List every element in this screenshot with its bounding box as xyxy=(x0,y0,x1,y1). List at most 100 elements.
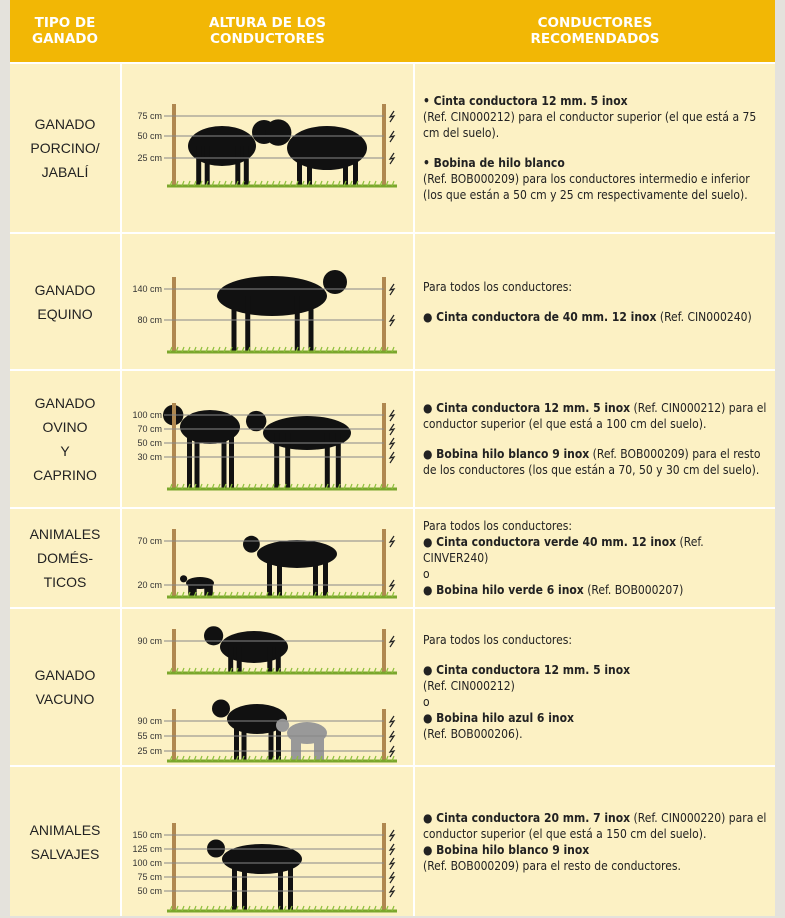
grass xyxy=(379,667,383,674)
grass xyxy=(247,180,251,187)
grass xyxy=(241,180,245,187)
grass xyxy=(313,755,317,762)
grass xyxy=(331,346,335,353)
grass xyxy=(289,755,293,762)
animal-leg xyxy=(296,733,301,761)
bold-text: ● Cinta conductora 20 mm. 7 inox xyxy=(423,810,631,825)
grass xyxy=(217,591,221,598)
text: Para todos los conductores: xyxy=(423,279,572,294)
grass xyxy=(247,483,251,490)
grass xyxy=(259,483,263,490)
animal-head xyxy=(204,626,224,646)
animal-leg xyxy=(323,554,328,597)
grass xyxy=(277,755,281,762)
grass xyxy=(199,346,203,353)
grass xyxy=(319,483,323,490)
bold-text: ● Cinta conductora 12 mm. 5 inox xyxy=(423,663,631,677)
grass xyxy=(205,905,209,912)
type-line: SALVAJES xyxy=(30,845,100,862)
grass xyxy=(343,346,347,353)
grass xyxy=(205,591,209,598)
grass xyxy=(259,180,263,187)
description-block: ● Bobina hilo verde 6 inox (Ref. BOB0002… xyxy=(423,582,767,598)
grass xyxy=(175,483,179,490)
animal-leg xyxy=(319,733,324,761)
bolt-icon xyxy=(388,579,396,592)
description-block: ● Cinta conductora verde 40 mm. 12 inox … xyxy=(423,534,767,566)
grass xyxy=(385,667,389,674)
grass xyxy=(349,905,353,912)
animal-leg xyxy=(308,296,314,352)
grass xyxy=(301,180,305,187)
grass xyxy=(253,667,257,674)
grass xyxy=(247,905,251,912)
description-block: ● Bobina hilo azul 6 inox xyxy=(423,710,767,726)
grass xyxy=(319,905,323,912)
grass xyxy=(205,180,209,187)
grass xyxy=(193,591,197,598)
grass xyxy=(199,667,203,674)
text: (Ref. CIN000240) xyxy=(656,309,752,324)
description-block: Para todos los conductores: xyxy=(423,518,767,534)
grass xyxy=(205,346,209,353)
height-label: 80 cm xyxy=(137,315,162,325)
animal-leg xyxy=(268,719,274,761)
grass xyxy=(367,180,371,187)
grass xyxy=(211,755,215,762)
grass xyxy=(271,591,275,598)
grass xyxy=(331,755,335,762)
grass xyxy=(343,667,347,674)
grass xyxy=(343,591,347,598)
bold-text: ● Bobina hilo blanco 9 inox xyxy=(423,842,590,857)
grass xyxy=(181,667,185,674)
grass xyxy=(307,483,311,490)
fence-post xyxy=(172,104,176,186)
grass xyxy=(181,591,185,598)
grass xyxy=(223,905,227,912)
grass xyxy=(193,905,197,912)
grass xyxy=(361,483,365,490)
grass xyxy=(289,591,293,598)
animal-leg xyxy=(229,427,234,489)
grass xyxy=(187,591,191,598)
header-line: TIPO DE xyxy=(34,15,96,31)
fence-post xyxy=(382,104,386,186)
grass xyxy=(265,346,269,353)
grass xyxy=(319,667,323,674)
grass xyxy=(379,180,383,187)
bold-text: ● Cinta conductora verde 40 mm. 12 inox xyxy=(423,535,677,549)
grass xyxy=(169,346,173,353)
grass xyxy=(391,755,395,762)
grass xyxy=(367,755,371,762)
text: (Ref. BOB000209) para el resto de conduc… xyxy=(423,858,681,873)
grass xyxy=(265,180,269,187)
height-label: 55 cm xyxy=(137,731,162,741)
grass xyxy=(307,667,311,674)
grass xyxy=(271,667,275,674)
grass xyxy=(223,591,227,598)
animal-leg xyxy=(275,647,281,673)
type-line: GANADO xyxy=(34,395,96,411)
fence-post xyxy=(382,709,386,761)
grass xyxy=(205,667,209,674)
grass xyxy=(349,755,353,762)
type-line: ANIMALES xyxy=(29,526,101,542)
grass xyxy=(301,905,305,912)
grass xyxy=(355,755,359,762)
grass xyxy=(199,755,203,762)
height-label: 30 cm xyxy=(137,452,162,462)
height-label: 50 cm xyxy=(137,131,162,141)
grass xyxy=(355,180,359,187)
grass xyxy=(307,591,311,598)
grass xyxy=(295,346,299,353)
grass xyxy=(229,905,233,912)
fence-post xyxy=(172,277,176,352)
grass xyxy=(319,346,323,353)
bolt-icon xyxy=(388,857,396,870)
grass xyxy=(391,905,395,912)
animal-leg xyxy=(276,719,281,761)
grass xyxy=(175,180,179,187)
grass xyxy=(313,483,317,490)
grass xyxy=(253,180,257,187)
bolt-icon xyxy=(388,437,396,450)
